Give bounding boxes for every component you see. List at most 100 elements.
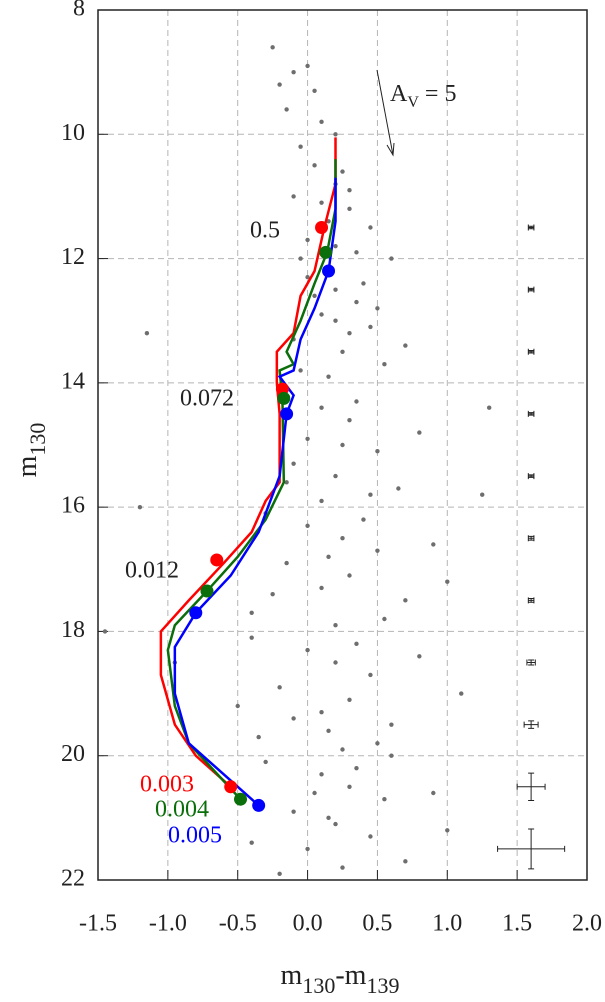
star-point [305, 63, 310, 69]
star-point [340, 536, 345, 541]
star-point [333, 623, 338, 628]
star-point [347, 573, 352, 578]
x-tick-label: 0.5 [362, 911, 392, 937]
reddening-arrow [376, 69, 394, 156]
mass-label: 0.003 [140, 772, 194, 798]
star-point [319, 498, 324, 504]
star-point [277, 685, 282, 690]
star-point [340, 442, 345, 448]
star-point [368, 324, 373, 330]
star-point [312, 88, 317, 93]
error-bar-x [497, 845, 566, 852]
star-point [263, 759, 268, 765]
star-point [305, 275, 310, 280]
star-point [417, 430, 422, 435]
star-point [445, 828, 450, 833]
star-point [305, 436, 310, 441]
star-point [389, 256, 394, 261]
star-point [249, 610, 254, 615]
star-point [375, 306, 380, 311]
mass-marker [322, 264, 336, 278]
star-point [354, 765, 359, 771]
reddening-sub: V [407, 94, 419, 111]
star-point [368, 225, 373, 230]
star-point [354, 641, 359, 647]
star-point [284, 560, 289, 566]
mass-label: 0.004 [155, 797, 209, 823]
star-point [354, 250, 359, 255]
star-point [382, 797, 387, 802]
star-point [270, 591, 275, 597]
star-point [305, 237, 310, 243]
y-label-main: m [12, 455, 43, 477]
star-point [354, 299, 359, 305]
isochrone [166, 159, 337, 801]
x-tick-label: 0.0 [293, 911, 323, 937]
star-point [333, 660, 338, 665]
star-point [396, 486, 401, 491]
star-point [480, 492, 485, 497]
star-point [284, 107, 289, 112]
error-bar-x [527, 535, 535, 542]
star-point [333, 243, 338, 249]
y-tick-label: 10 [61, 120, 85, 146]
star-point [298, 144, 303, 149]
star-point [368, 492, 373, 497]
error-bar-x [516, 783, 546, 790]
reddening-rest: = 5 [419, 81, 457, 107]
mass-label: 0.072 [180, 386, 234, 412]
mass-marker [224, 780, 238, 794]
reddening-arrowhead [386, 142, 395, 157]
star-point [298, 368, 303, 373]
star-point [368, 834, 373, 839]
star-point [312, 790, 317, 796]
mass-marker [189, 606, 203, 620]
star-point [382, 362, 387, 367]
star-point [326, 815, 331, 821]
mass-label: 0.005 [168, 823, 222, 849]
error-bar-x [526, 659, 536, 666]
x-tick-label: -1.0 [149, 911, 187, 937]
star-point [319, 772, 324, 777]
star-point [487, 405, 492, 410]
star-point [459, 691, 464, 696]
star-point [249, 635, 254, 640]
isochrone [159, 137, 337, 788]
star-point [354, 399, 359, 404]
y-tick-label: 12 [61, 244, 85, 270]
y-tick-label: 16 [61, 493, 85, 519]
x-axis-label: m130-m139 [281, 960, 400, 998]
star-point [340, 747, 345, 752]
star-point [291, 194, 296, 199]
error-bar-x [527, 286, 535, 293]
star-point [347, 784, 352, 789]
star-point [333, 473, 338, 479]
star-point [375, 548, 380, 553]
error-bar-x [527, 410, 535, 417]
star-point [319, 405, 324, 410]
star-point [326, 728, 331, 734]
y-tick-label: 8 [73, 0, 85, 22]
star-point [326, 374, 331, 379]
y-tick-label: 20 [61, 741, 85, 767]
star-point [319, 710, 324, 715]
x-tick-label: 2.0 [572, 911, 602, 937]
star-point [284, 480, 289, 485]
mass-marker [277, 391, 291, 405]
star-point [270, 45, 275, 50]
star-point [277, 82, 282, 87]
mass-marker [280, 407, 294, 421]
star-point [431, 790, 436, 796]
star-point [382, 616, 387, 622]
star-point [347, 697, 352, 702]
mass-marker [319, 245, 333, 259]
star-point [417, 654, 422, 659]
star-point [291, 461, 296, 466]
star-point [368, 672, 373, 678]
error-bar-x [523, 721, 539, 728]
x-tick-label: 1.5 [502, 911, 532, 937]
star-point [291, 809, 296, 814]
mass-marker [210, 553, 224, 567]
star-point [144, 330, 150, 336]
